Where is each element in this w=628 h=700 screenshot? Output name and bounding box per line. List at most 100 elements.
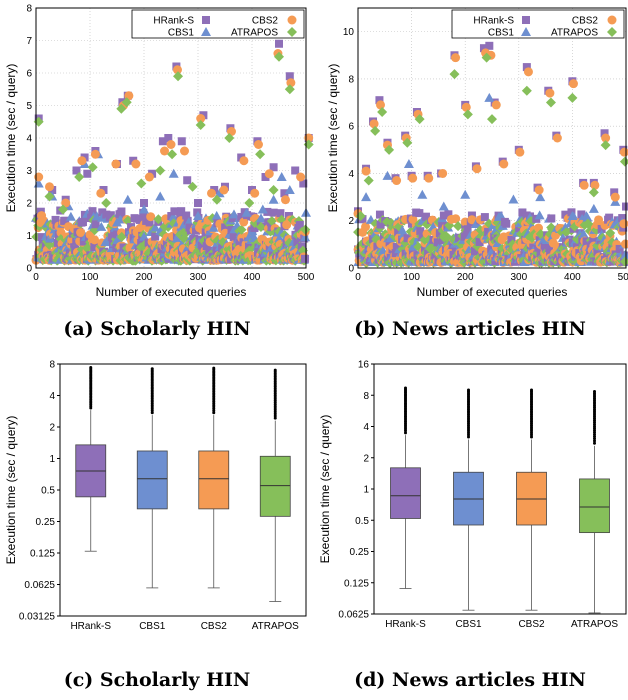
- box-hrank-s: [390, 386, 421, 589]
- outlier-atrapos: [593, 434, 596, 438]
- cloud-point: [557, 243, 568, 254]
- y-tick-label: 1: [26, 231, 32, 242]
- chart-a-scholarly-scatter: 0 100 200 300 400 500 0 1 2 3 4 5 6 7 8 Number of execu…: [4, 4, 314, 300]
- dense-points-cloud: [353, 208, 628, 268]
- point-hrank-s: [375, 96, 384, 105]
- series-atrapos: [355, 52, 628, 221]
- cloud-point: [400, 237, 411, 248]
- x-tick-label: 200: [136, 272, 153, 283]
- cloud-point: [547, 214, 556, 223]
- series-cbs2: [353, 48, 628, 219]
- point-atrapos: [87, 162, 98, 173]
- legend-label-cbs2: CBS2: [572, 16, 599, 27]
- cloud-point: [205, 246, 214, 255]
- point-atrapos: [173, 71, 184, 82]
- outlier-cbs1: [467, 388, 470, 392]
- box-body-hrank-s: [390, 467, 421, 519]
- point-atrapos: [121, 97, 132, 108]
- dense-points-cloud: [31, 206, 311, 266]
- point-cbs1: [588, 203, 599, 213]
- point-atrapos: [195, 120, 206, 130]
- cloud-point: [415, 209, 424, 218]
- series-cbs2: [34, 49, 314, 208]
- outlier-atrapos: [593, 437, 596, 441]
- legend: HRank-S CBS2 CBS1 ATRAPOS: [451, 9, 625, 39]
- cloud-point: [96, 221, 107, 231]
- point-cbs1: [268, 194, 279, 204]
- point-atrapos: [274, 51, 284, 62]
- caption-a: (a) Scholarly HIN: [63, 318, 251, 340]
- box-atrapos: [259, 368, 291, 602]
- point-cbs1: [403, 159, 414, 168]
- point-cbs1: [361, 192, 372, 202]
- box-body-cbs2: [198, 450, 230, 510]
- cloud-point: [582, 237, 591, 246]
- point-atrapos: [167, 149, 178, 160]
- point-atrapos: [481, 52, 492, 63]
- y-axis-label: Execution time (sec / query): [318, 415, 332, 564]
- box-atrapos: [579, 389, 610, 614]
- y-tick-label: 6: [26, 69, 32, 80]
- y-axis-label: Execution time (sec / query): [4, 416, 18, 565]
- point-cbs2: [239, 156, 249, 166]
- cloud-point: [211, 210, 222, 220]
- y-tick-label: 6: [348, 122, 354, 133]
- cloud-point: [297, 242, 306, 251]
- y-axis-label: Execution time (sec / query): [4, 64, 18, 213]
- cloud-point: [370, 218, 381, 229]
- cloud-point: [375, 210, 384, 219]
- x-tick-label: 500: [618, 272, 628, 283]
- point-hrank-s: [164, 134, 173, 142]
- point-hrank-s: [158, 137, 167, 146]
- series-atrapos: [33, 51, 314, 215]
- cloud-point: [90, 243, 99, 252]
- cloud-point: [593, 247, 602, 256]
- cloud-point: [239, 217, 249, 227]
- point-atrapos: [116, 103, 127, 114]
- point-hrank-s: [291, 166, 300, 175]
- cloud-point: [82, 214, 91, 223]
- point-cbs1: [155, 191, 166, 201]
- caption-c: (c) Scholarly HIN: [63, 669, 251, 691]
- point-cbs2: [590, 180, 600, 190]
- x-axis-label: Number of executed queries: [96, 285, 247, 299]
- legend-marker-cbs1: [201, 27, 211, 36]
- point-hrank-s: [285, 72, 294, 81]
- cloud-point: [502, 219, 511, 228]
- cloud-point: [386, 218, 397, 229]
- cloud-point: [418, 232, 427, 241]
- cloud-point: [228, 209, 239, 219]
- legend-marker-cbs2: [607, 15, 617, 25]
- point-cbs1: [193, 211, 203, 220]
- point-cbs1: [567, 211, 578, 220]
- point-atrapos: [74, 172, 85, 182]
- point-cbs2: [286, 78, 296, 88]
- cloud-point: [237, 212, 246, 221]
- point-cbs2: [172, 65, 182, 75]
- cloud-point: [456, 239, 467, 250]
- y-tick-label: 2: [363, 453, 369, 464]
- x-tick-label: 500: [298, 272, 314, 283]
- point-atrapos: [101, 198, 112, 208]
- point-cbs2: [280, 195, 290, 205]
- cloud-point: [578, 229, 589, 239]
- point-cbs2: [45, 182, 54, 192]
- point-hrank-s: [299, 179, 308, 188]
- y-tick-label: 1: [363, 485, 369, 496]
- cloud-point: [392, 242, 401, 251]
- point-cbs2: [579, 180, 589, 190]
- cloud-point: [475, 238, 484, 247]
- cloud-point: [385, 233, 396, 243]
- point-cbs2: [523, 67, 533, 77]
- series-cbs1: [361, 92, 621, 220]
- cloud-point: [76, 228, 86, 238]
- point-cbs2: [568, 79, 578, 89]
- outlier-atrapos: [593, 389, 596, 393]
- point-atrapos: [619, 156, 628, 167]
- cloud-point: [300, 224, 311, 235]
- point-cbs2: [552, 133, 562, 143]
- cloud-point: [187, 248, 196, 257]
- cloud-point: [269, 208, 278, 217]
- x-tick-label: 400: [564, 272, 581, 283]
- cloud-point: [476, 230, 487, 241]
